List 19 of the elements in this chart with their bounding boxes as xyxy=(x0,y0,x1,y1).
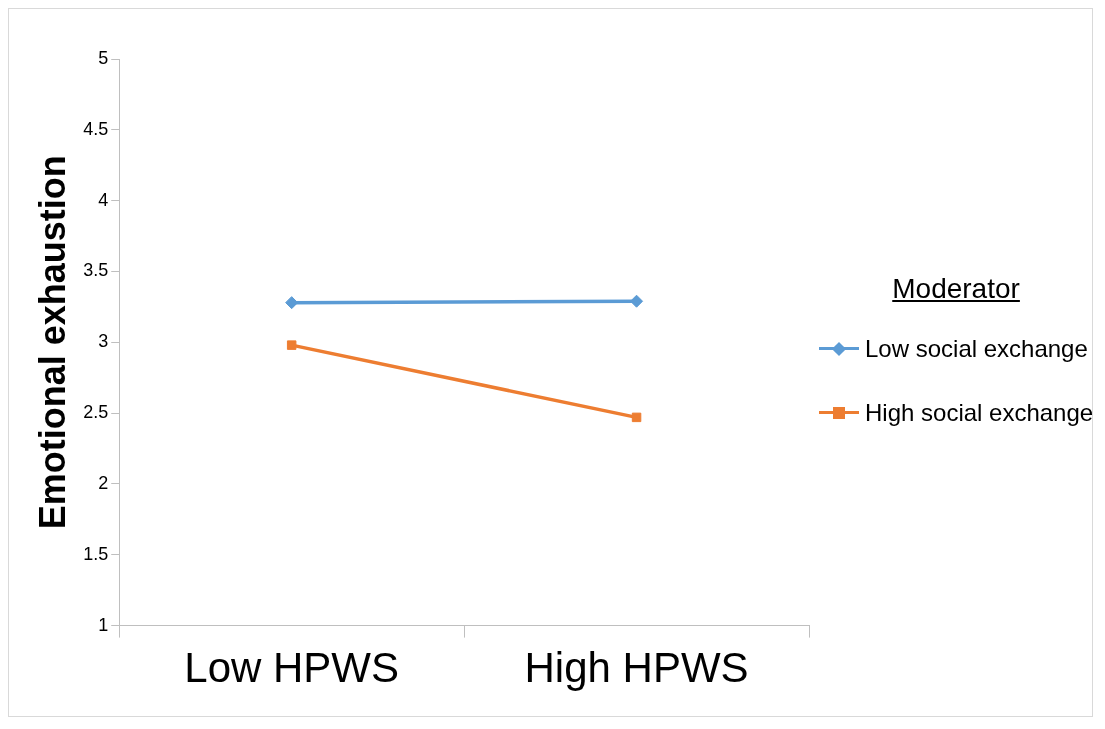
legend-label: Low social exchange xyxy=(865,334,1088,363)
y-tick-label: 4 xyxy=(98,189,109,210)
y-tick-label: 1.5 xyxy=(83,543,109,564)
y-tick-label: 2.5 xyxy=(83,402,109,423)
y-axis-title: Emotional exhaustion xyxy=(31,155,73,530)
point xyxy=(631,412,642,423)
point xyxy=(285,296,299,310)
point xyxy=(286,340,297,350)
x-tick-label: High HPWS xyxy=(524,644,749,692)
y-tick-label: 4.5 xyxy=(83,118,109,139)
point xyxy=(630,294,644,308)
y-tick-label: 2 xyxy=(98,472,109,493)
y-tick-label: 3 xyxy=(98,331,109,352)
legend-label: High social exchange xyxy=(865,398,1094,427)
y-tick-label: 5 xyxy=(98,47,109,68)
y-tick-label: 1 xyxy=(98,614,109,635)
y-tick-label: 3.5 xyxy=(83,260,109,281)
legend-title: Moderator xyxy=(891,272,1021,305)
x-tick-label: Low HPWS xyxy=(184,644,400,692)
